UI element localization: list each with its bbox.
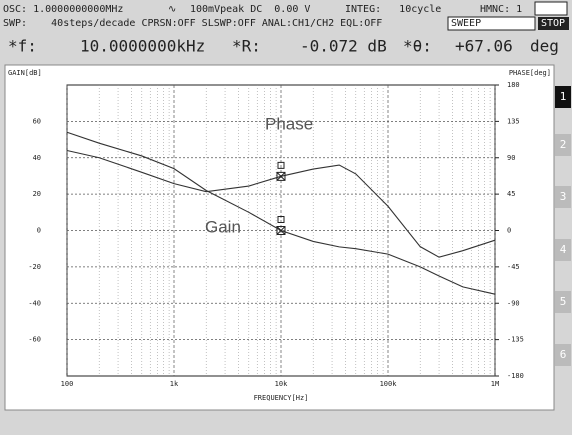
x-tick-label: 1k (170, 380, 179, 388)
y-tick-label: -40 (28, 299, 41, 307)
y2-tick-label: 135 (507, 117, 520, 125)
x-axis-label: FREQUENCY[Hz] (254, 394, 309, 402)
r-label: *R: (232, 37, 261, 56)
side-button-label: 5 (560, 295, 567, 308)
sweep-settings: SWP: 40steps/decade CPRSN:OFF SLSWP:OFF … (3, 18, 382, 29)
x-tick-label: 100 (61, 380, 74, 388)
cursor-marker (276, 216, 286, 235)
side-button[interactable] (555, 291, 571, 313)
side-button[interactable] (555, 186, 571, 208)
stop-button[interactable] (538, 17, 569, 30)
side-button[interactable] (555, 344, 571, 366)
series-line (66, 131, 496, 295)
side-button-label: 4 (560, 243, 567, 256)
x-tick-label: 100k (380, 380, 398, 388)
x-tick-label: 10k (275, 380, 288, 388)
wave: ∿ (168, 4, 176, 15)
side-button[interactable] (555, 239, 571, 261)
side-button[interactable] (555, 134, 571, 156)
series-label: Gain (205, 217, 241, 236)
f-value: 10.0000000kHz (80, 37, 205, 56)
y2-tick-label: -180 (507, 372, 524, 380)
hmnc: HMNC: 1 (480, 4, 522, 15)
sweep-button[interactable] (447, 16, 536, 31)
y2-tick-label: 45 (507, 190, 515, 198)
x-tick-label: 1M (491, 380, 499, 388)
cursor-marker (276, 161, 286, 181)
theta-label: *θ: (403, 37, 432, 56)
side-button-label: 1 (560, 90, 567, 103)
y-tick-label: -60 (28, 336, 41, 344)
y-tick-label: 60 (33, 117, 41, 125)
side-button-label: 3 (560, 190, 567, 203)
theta-unit: deg (530, 37, 559, 56)
level: 100mVpeak DC 0.00 V (190, 4, 310, 15)
y2-tick-label: 90 (507, 154, 515, 162)
y-tick-label: -20 (28, 263, 41, 271)
y-tick-label: 40 (33, 154, 41, 162)
r-value: -0.072 dB (300, 37, 387, 56)
y2-tick-label: -90 (507, 299, 520, 307)
y2-tick-label: 180 (507, 81, 520, 89)
integ: INTEG: 10cycle (345, 4, 441, 15)
y2-tick-label: 0 (507, 227, 511, 235)
f-label: *f: (8, 37, 37, 56)
side-button[interactable] (555, 86, 571, 108)
theta-value: +67.06 (455, 37, 513, 56)
y-axis-label: GAIN[dB] (8, 69, 42, 77)
y-tick-label: 20 (33, 190, 41, 198)
stop-label: STOP (541, 18, 565, 29)
y2-tick-label: -45 (507, 263, 520, 271)
y-tick-label: 0 (37, 227, 41, 235)
side-button-label: 2 (560, 138, 567, 151)
osc: OSC: 1.0000000000MHz (3, 4, 123, 15)
series-label: Phase (265, 114, 313, 133)
series-line (66, 149, 496, 258)
hmnc-box (534, 1, 568, 16)
sweep-label: SWEEP (451, 18, 481, 29)
y2-tick-label: -135 (507, 336, 524, 344)
side-button-label: 6 (560, 348, 567, 361)
y2-axis-label: PHASE[deg] (509, 69, 551, 77)
